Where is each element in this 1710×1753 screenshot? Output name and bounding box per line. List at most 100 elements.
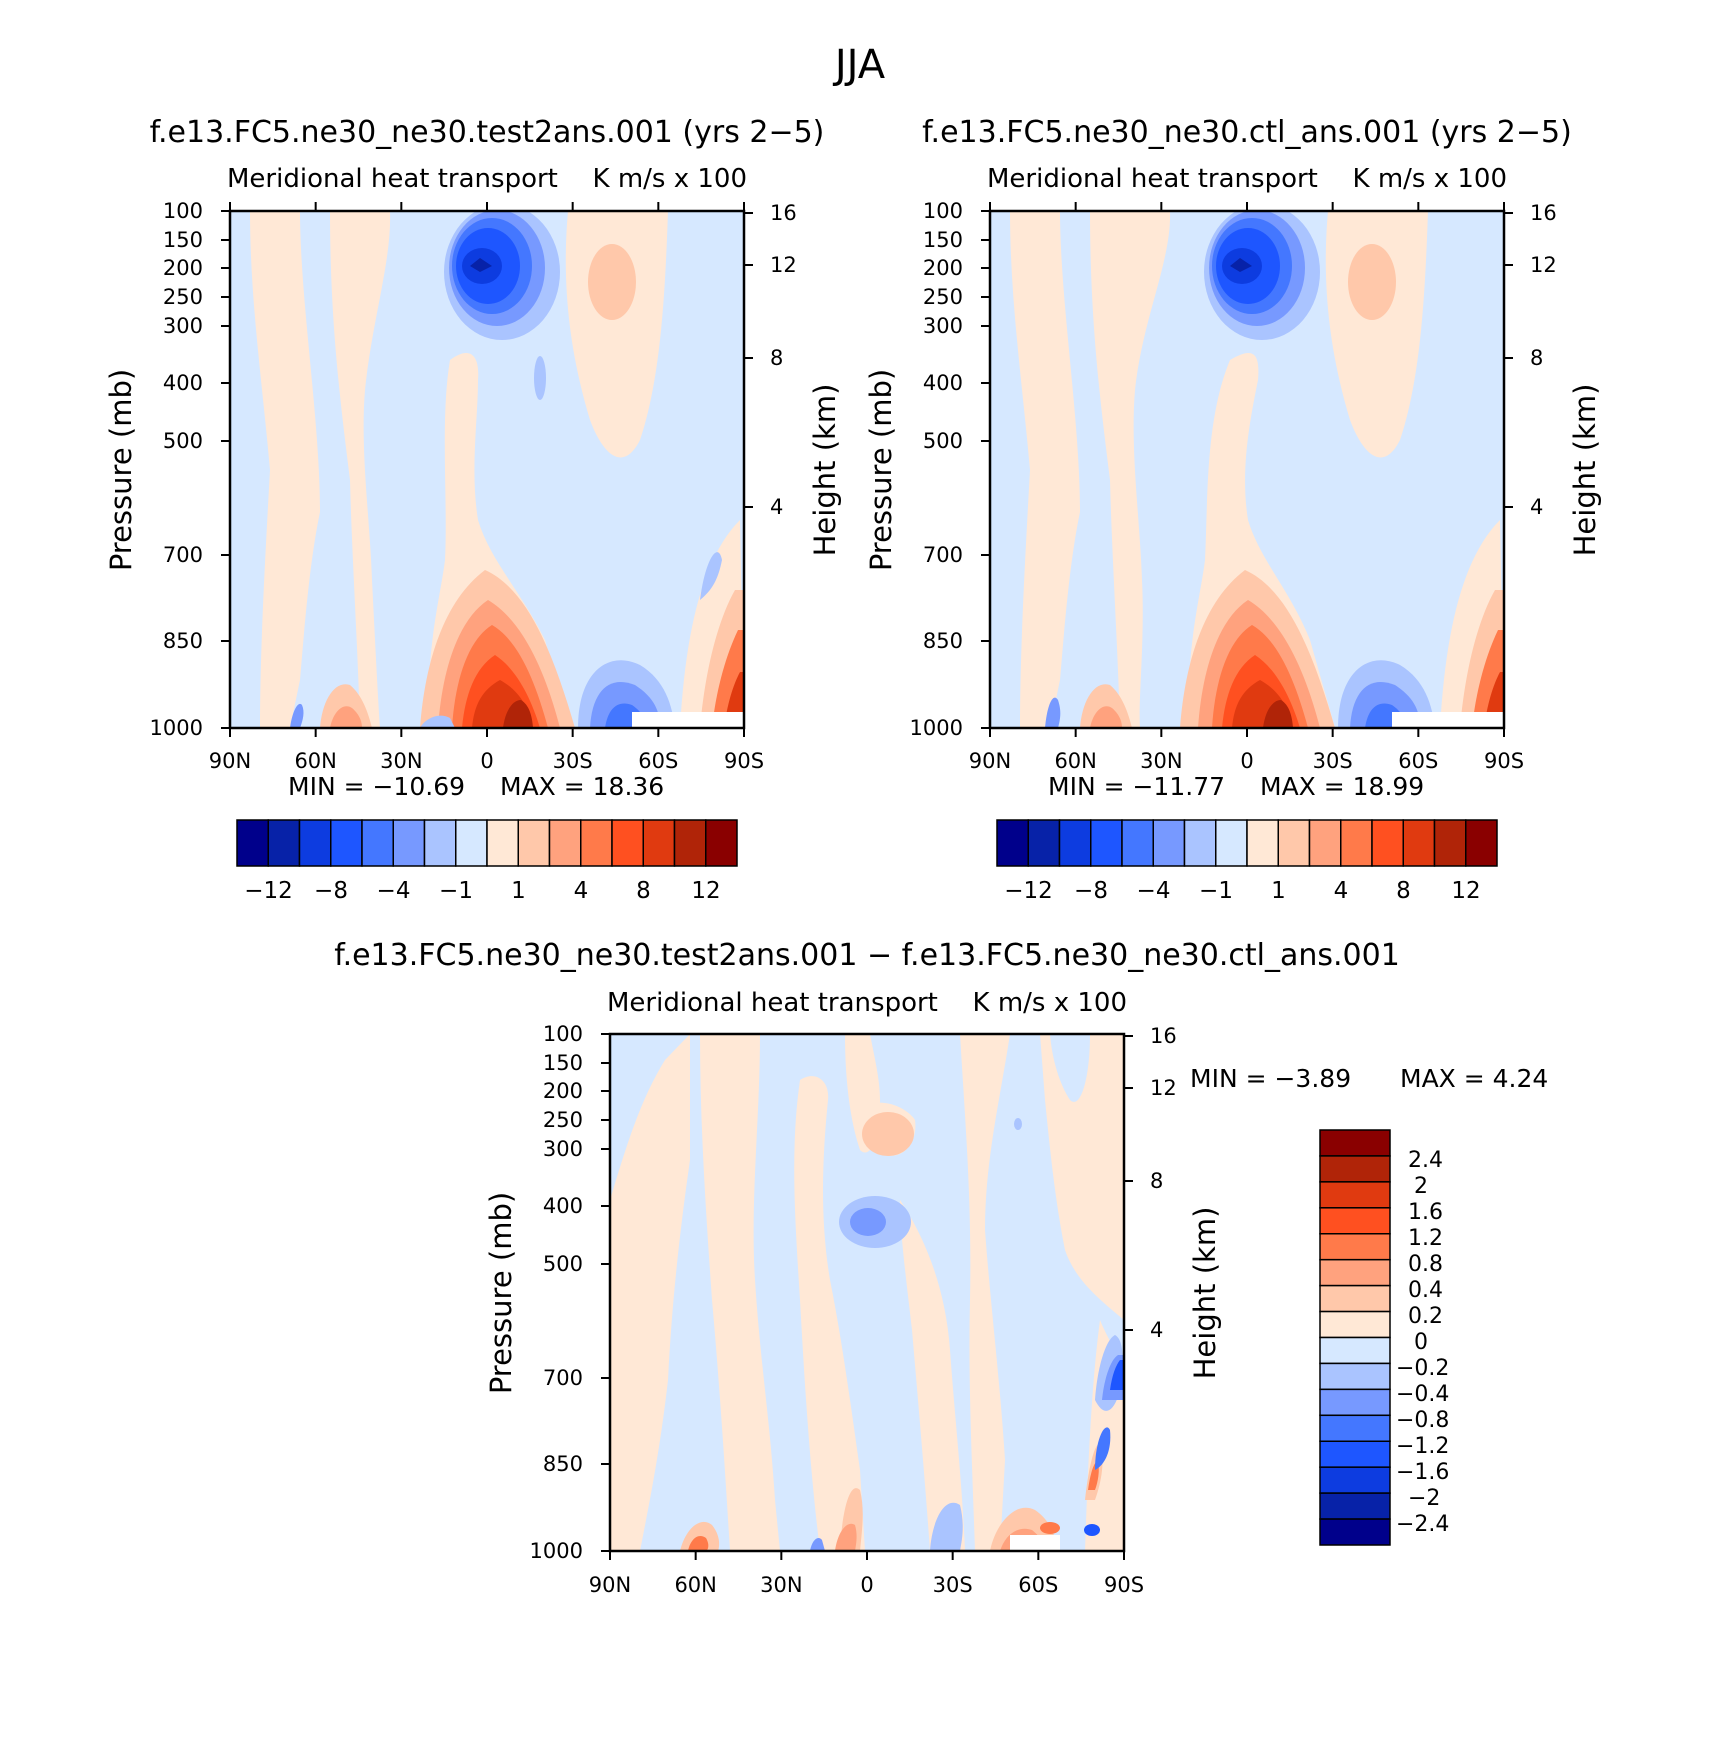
panel3-ytick-0: 100 <box>543 1022 583 1046</box>
panel1-subtitle-left: Meridional heat transport <box>227 164 558 194</box>
panel1-max: MAX = 18.36 <box>500 772 664 801</box>
cb1-swatch <box>392 819 426 867</box>
panel3-max: MAX = 4.24 <box>1400 1064 1548 1093</box>
panel3-ytick-right-2: 8 <box>1150 1169 1163 1193</box>
panel2-ytick-2: 200 <box>923 256 963 280</box>
panel1-xtick-0: 90N <box>209 749 251 773</box>
cb3-swatch <box>1319 1440 1391 1468</box>
panel1-xtick-5: 60S <box>638 749 678 773</box>
panel3-xtick-4: 30S <box>933 1573 973 1597</box>
panel2-ytick-5: 400 <box>923 371 963 395</box>
panel1-ytick-7: 700 <box>163 543 203 567</box>
panel3-colorbar <box>1319 1129 1391 1546</box>
cb2-swatch <box>1277 819 1311 867</box>
panel2-xtick-0: 90N <box>969 749 1011 773</box>
panel3-ytick-1: 150 <box>543 1051 583 1075</box>
panel3-cbar-label-3: 1.2 <box>1408 1226 1443 1251</box>
panel1-title: f.e13.FC5.ne30_ne30.test2ans.001 (yrs 2−… <box>150 115 825 150</box>
cb1-swatch <box>455 819 488 867</box>
panel2-cbar-label-0: −12 <box>1004 878 1053 904</box>
panel1-xtick-6: 90S <box>724 749 764 773</box>
panel2-ytick-6: 500 <box>923 429 963 453</box>
panel1-ylabel-right: Height (km) <box>808 384 842 557</box>
panel3-title: f.e13.FC5.ne30_ne30.test2ans.001 − f.e13… <box>334 938 1400 973</box>
panel2-max: MAX = 18.99 <box>1260 772 1424 801</box>
panel1-ytick-right-2: 8 <box>770 346 783 370</box>
cb3-swatch <box>1319 1258 1391 1287</box>
panel3-ytick-2: 200 <box>543 1079 583 1103</box>
panel2-title: f.e13.FC5.ne30_ne30.ctl_ans.001 (yrs 2−5… <box>922 115 1572 150</box>
cb2-swatch <box>1090 819 1123 867</box>
panel1-ytick-3: 250 <box>163 285 203 309</box>
panel3-min: MIN = −3.89 <box>1190 1064 1351 1093</box>
panel3-xtick-6: 90S <box>1104 1573 1144 1597</box>
panel1-cbar-label-2: −4 <box>377 878 411 904</box>
cb3-swatch <box>1319 1129 1391 1157</box>
panel1-min: MIN = −10.69 <box>288 772 465 801</box>
panel1-ytick-5: 400 <box>163 371 203 395</box>
panel1-cbar-label-5: 4 <box>574 878 589 904</box>
panel3-cbar-label-11: −1.2 <box>1396 1434 1449 1459</box>
panel1-ytick-right-0: 16 <box>770 201 797 225</box>
cb2-swatch <box>1152 819 1186 867</box>
cb1-swatch <box>548 819 582 867</box>
cb3-swatch <box>1319 1233 1391 1261</box>
panel2-ytick-right-2: 8 <box>1530 346 1543 370</box>
panel3-cbar-label-6: 0.2 <box>1408 1304 1443 1329</box>
panel1-ytick-2: 200 <box>163 256 203 280</box>
panel1-cbar-label-4: 1 <box>511 878 526 904</box>
panel3-cbar-label-0: 2.4 <box>1408 1148 1443 1173</box>
panel2-xtick-4: 30S <box>1313 749 1353 773</box>
panel1-ytick-6: 500 <box>163 429 203 453</box>
panel1-ylabel-left: Pressure (mb) <box>104 369 138 571</box>
panel1-ytick-8: 850 <box>163 629 203 653</box>
panel3-ytick-8: 850 <box>543 1452 583 1476</box>
panel2-ytick-0: 100 <box>923 199 963 223</box>
panel2-ylabel-left: Pressure (mb) <box>864 369 898 571</box>
panel2-xtick-2: 30N <box>1140 749 1182 773</box>
cb1-swatch <box>673 819 707 867</box>
cb1-swatch <box>486 819 519 867</box>
panel2-xtick-6: 90S <box>1484 749 1524 773</box>
panel1-subtitle-right: K m/s x 100 <box>593 164 748 194</box>
panel1-xtick-3: 0 <box>480 749 493 773</box>
cb2-swatch <box>1058 819 1092 867</box>
panel2-xtick-3: 0 <box>1240 749 1253 773</box>
cb3-swatch <box>1319 1310 1391 1339</box>
cb3-swatch <box>1319 1492 1391 1520</box>
panel2-colorbar <box>996 819 1498 867</box>
panel1-cbar-label-0: −12 <box>244 878 293 904</box>
panel3-ytick-6: 500 <box>543 1252 583 1276</box>
panel3-ylabel-right: Height (km) <box>1188 1207 1222 1380</box>
panel2-ytick-1: 150 <box>923 228 963 252</box>
panel3-ytick-right-0: 16 <box>1150 1024 1177 1048</box>
panel1-ytick-0: 100 <box>163 199 203 223</box>
cb1-swatch <box>330 819 363 867</box>
panel2-ytick-8: 850 <box>923 629 963 653</box>
panel2-subtitle-left: Meridional heat transport <box>987 164 1318 194</box>
panel2-cbar-label-1: −8 <box>1074 878 1108 904</box>
cb2-swatch <box>1371 819 1404 867</box>
panel1-cbar-label-7: 12 <box>691 878 720 904</box>
panel2-cbar-label-5: 4 <box>1334 878 1349 904</box>
panel3-cbar-label-2: 1.6 <box>1408 1200 1443 1225</box>
panel1-xtick-1: 60N <box>294 749 336 773</box>
panel2-ytick-right-3: 4 <box>1530 495 1543 519</box>
panel1-colorbar <box>236 819 738 867</box>
cb2-swatch <box>1027 819 1061 867</box>
panel2-ytick-right-0: 16 <box>1530 201 1557 225</box>
panel1-cbar-label-6: 8 <box>636 878 651 904</box>
panel2-ylabel-right: Height (km) <box>1568 384 1602 557</box>
panel3-xtick-5: 60S <box>1018 1573 1058 1597</box>
panel2-ytick-right-1: 12 <box>1530 253 1557 277</box>
cb3-swatch <box>1319 1284 1391 1313</box>
panel3-cbar-label-8: −0.2 <box>1396 1356 1449 1381</box>
cb2-swatch <box>1433 819 1467 867</box>
panel3-ytick-5: 400 <box>543 1194 583 1218</box>
panel2-cbar-label-7: 12 <box>1451 878 1480 904</box>
panel1-axes <box>221 202 753 737</box>
panel3-ytick-3: 250 <box>543 1108 583 1132</box>
panel3-xtick-1: 60N <box>674 1573 716 1597</box>
panel3-cbar-label-7: 0 <box>1414 1330 1428 1355</box>
cb3-swatch <box>1319 1414 1391 1442</box>
